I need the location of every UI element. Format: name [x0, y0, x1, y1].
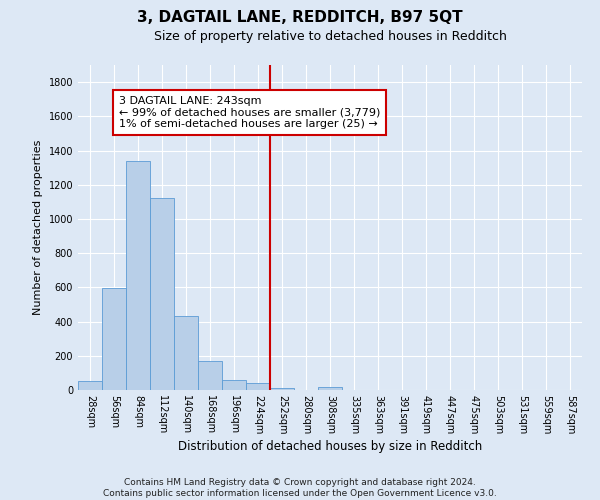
- X-axis label: Distribution of detached houses by size in Redditch: Distribution of detached houses by size …: [178, 440, 482, 453]
- Bar: [174, 316, 198, 390]
- Bar: [150, 198, 174, 390]
- Bar: [126, 161, 150, 390]
- Bar: [246, 383, 270, 390]
- Text: 3 DAGTAIL LANE: 243sqm
← 99% of detached houses are smaller (3,779)
1% of semi-d: 3 DAGTAIL LANE: 243sqm ← 99% of detached…: [119, 96, 380, 129]
- Bar: [318, 386, 342, 390]
- Bar: [78, 380, 102, 390]
- Text: 3, DAGTAIL LANE, REDDITCH, B97 5QT: 3, DAGTAIL LANE, REDDITCH, B97 5QT: [137, 10, 463, 25]
- Text: Contains HM Land Registry data © Crown copyright and database right 2024.
Contai: Contains HM Land Registry data © Crown c…: [103, 478, 497, 498]
- Y-axis label: Number of detached properties: Number of detached properties: [33, 140, 43, 315]
- Bar: [270, 388, 294, 390]
- Bar: [198, 361, 222, 390]
- Bar: [222, 380, 246, 390]
- Bar: [102, 288, 126, 390]
- Title: Size of property relative to detached houses in Redditch: Size of property relative to detached ho…: [154, 30, 506, 43]
